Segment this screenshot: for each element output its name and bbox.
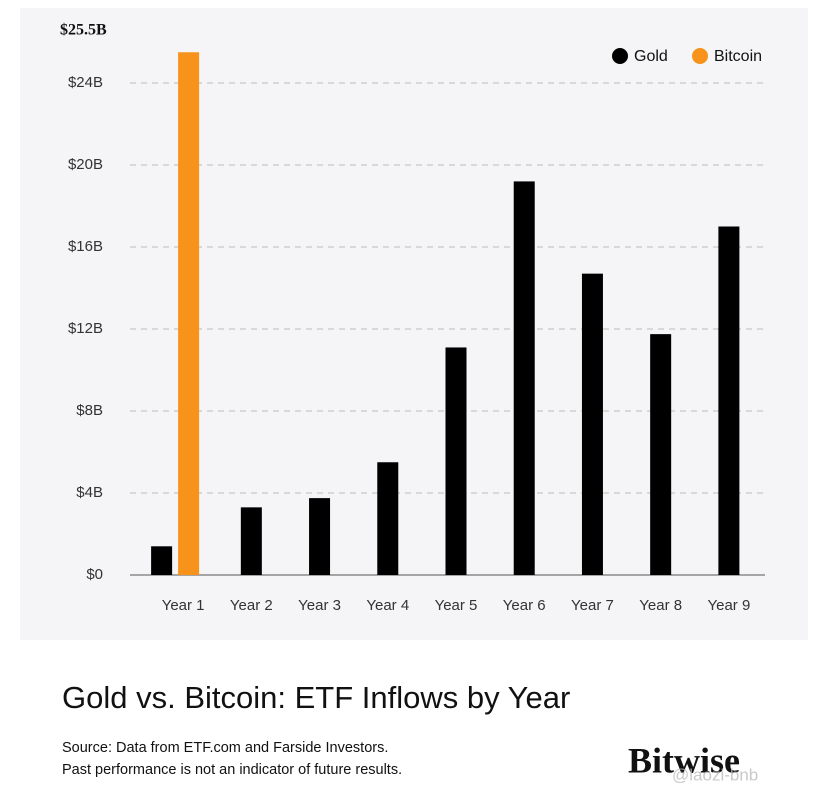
bar <box>581 273 603 575</box>
bar <box>178 52 200 575</box>
y-tick-label: $4B <box>76 484 103 501</box>
watermark: @laozi-bnb <box>672 765 758 784</box>
y-tick-label: $0 <box>86 566 103 583</box>
bar <box>513 181 535 575</box>
x-tick-label: Year 8 <box>639 597 682 614</box>
source-line: Past performance is not an indicator of … <box>62 762 402 778</box>
chart-title: Gold vs. Bitcoin: ETF Inflows by Year <box>62 680 570 715</box>
chart-panel <box>20 8 808 640</box>
bar <box>377 462 399 575</box>
x-tick-label: Year 3 <box>298 597 341 614</box>
y-tick-label: $12B <box>68 320 103 337</box>
x-tick-label: Year 9 <box>707 597 750 614</box>
bar <box>650 334 672 575</box>
bar <box>718 226 740 575</box>
legend-swatch <box>692 48 708 64</box>
legend-label: Gold <box>634 48 668 65</box>
bar <box>309 498 331 575</box>
x-tick-label: Year 7 <box>571 597 614 614</box>
x-tick-label: Year 6 <box>503 597 546 614</box>
y-tick-label: $8B <box>76 402 103 419</box>
legend-swatch <box>612 48 628 64</box>
x-tick-label: Year 2 <box>230 597 273 614</box>
bar <box>445 347 467 575</box>
y-tick-label: $16B <box>68 238 103 255</box>
bar <box>240 507 262 575</box>
brand-logo: Bitwise <box>628 740 740 780</box>
value-label: $25.5B <box>60 22 107 39</box>
y-tick-label: $20B <box>68 156 103 173</box>
source-line: Source: Data from ETF.com and Farside In… <box>62 740 388 756</box>
y-tick-label: $24B <box>68 74 103 91</box>
x-tick-label: Year 5 <box>435 597 478 614</box>
x-tick-label: Year 1 <box>162 597 205 614</box>
x-tick-label: Year 4 <box>366 597 409 614</box>
legend-label: Bitcoin <box>714 48 762 65</box>
bar <box>151 546 173 575</box>
